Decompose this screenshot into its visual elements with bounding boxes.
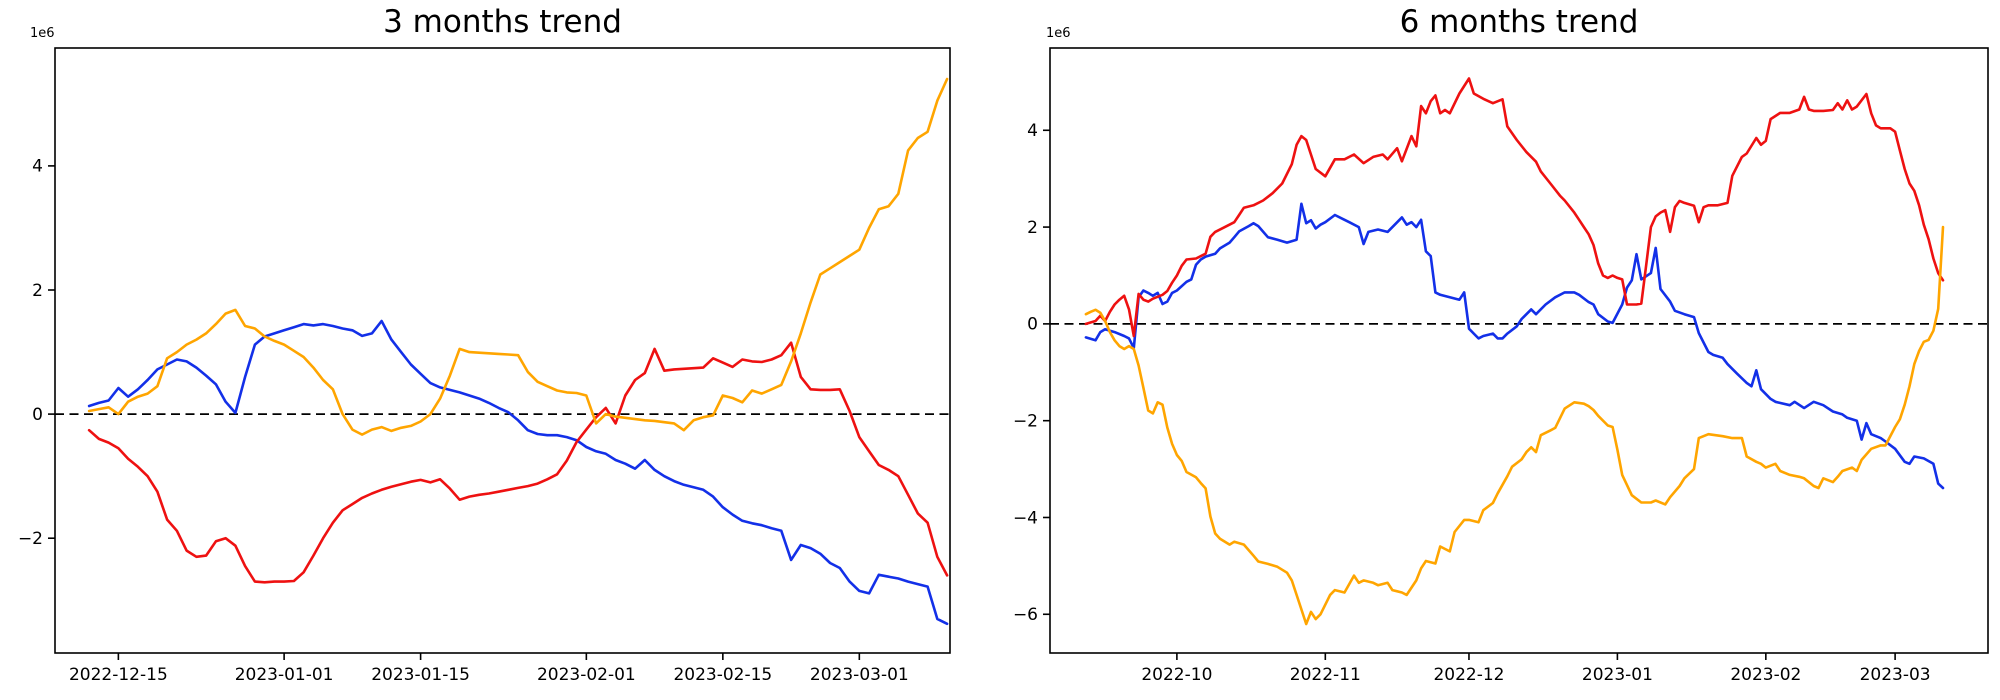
x-tick-label: 2023-01	[1582, 665, 1653, 685]
y-tick-label: 2	[1027, 218, 1038, 238]
series-orange-line	[87, 77, 949, 436]
y-tick-label: −2	[18, 529, 43, 549]
x-tick-label: 2022-12-15	[69, 665, 168, 685]
x-tick-label: 2023-01-15	[371, 665, 470, 685]
three-months-chart-title: 3 months trend	[383, 4, 622, 40]
y-tick-label: −6	[1013, 605, 1038, 625]
x-tick-label: 2022-12	[1433, 665, 1504, 685]
y-axis-offset-label-left: 1e6	[30, 26, 55, 41]
series-blue-line	[87, 319, 949, 626]
x-tick-label: 2023-01-01	[235, 665, 334, 685]
series-orange-line	[1084, 225, 1945, 626]
y-tick-label: −2	[1013, 411, 1038, 431]
six-months-chart-title: 6 months trend	[1399, 4, 1639, 40]
x-tick-label: 2023-03-01	[810, 665, 909, 685]
y-tick-label: 0	[32, 405, 43, 425]
x-tick-label: 2023-02	[1730, 665, 1801, 685]
series-blue-line	[1084, 202, 1945, 490]
plot-border	[54, 47, 951, 654]
series-red-line	[87, 341, 949, 584]
y-tick-label: 2	[32, 281, 43, 301]
x-tick-label: 2023-03	[1860, 665, 1931, 685]
y-tick-label: 0	[1027, 315, 1038, 335]
y-tick-label: 4	[1027, 121, 1038, 141]
x-tick-label: 2023-02-15	[673, 665, 772, 685]
series-red-line	[1084, 77, 1945, 338]
plot-border	[1049, 47, 1989, 654]
x-tick-label: 2022-10	[1141, 665, 1212, 685]
x-tick-label: 2023-02-01	[537, 665, 636, 685]
y-tick-label: 4	[32, 157, 43, 177]
y-tick-label: −4	[1013, 508, 1038, 528]
x-tick-label: 2022-11	[1290, 665, 1361, 685]
y-axis-offset-label-right: 1e6	[1046, 26, 1071, 41]
